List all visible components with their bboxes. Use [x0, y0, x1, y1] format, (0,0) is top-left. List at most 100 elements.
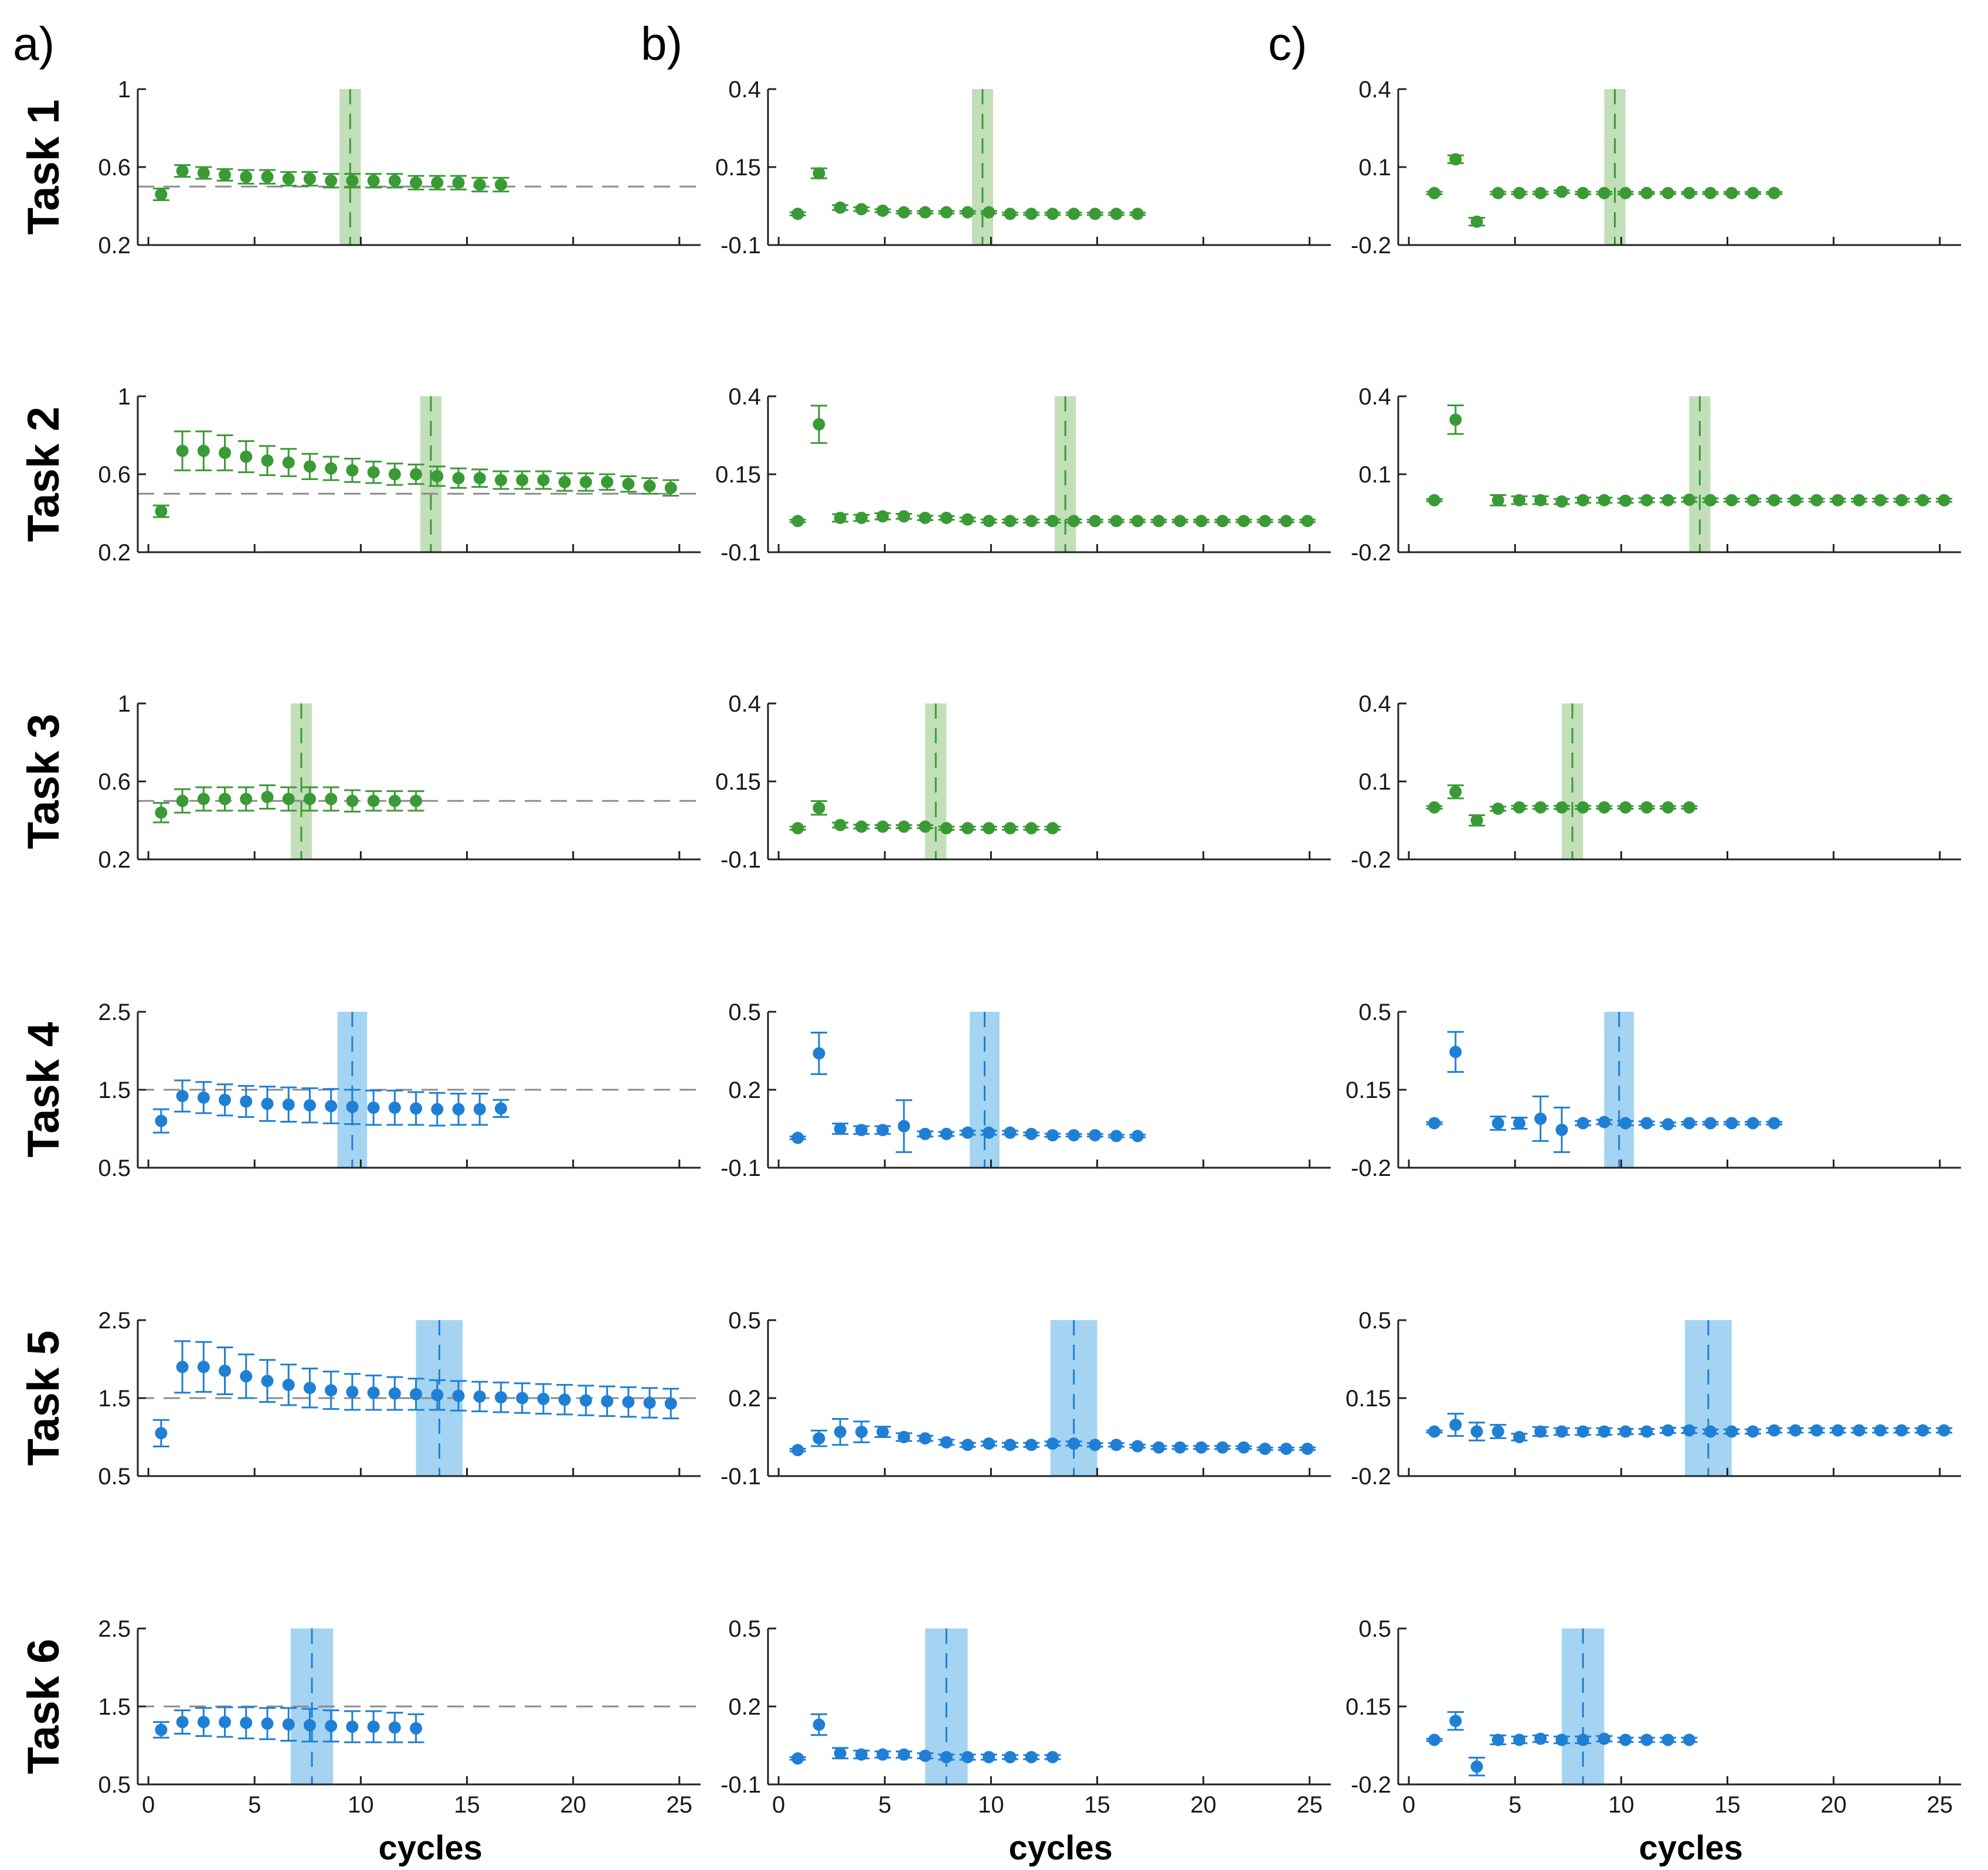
data-point — [853, 1748, 870, 1761]
data-point — [195, 1707, 212, 1738]
panel-task4-a: 0.5 1.5 2.5 — [98, 999, 701, 1181]
data-point — [789, 822, 806, 835]
data-point — [1872, 494, 1889, 506]
marker — [1598, 1732, 1610, 1745]
marker — [1449, 413, 1462, 426]
panel-task2-b: -0.1 0.15 0.4 — [715, 384, 1331, 566]
marker — [898, 1120, 910, 1133]
data-point — [810, 1713, 827, 1736]
marker — [1513, 1733, 1525, 1746]
marker — [1301, 1442, 1314, 1455]
marker — [1938, 1424, 1950, 1437]
marker — [452, 1103, 465, 1116]
data-point — [1638, 801, 1655, 814]
marker — [1640, 186, 1653, 199]
data-point — [492, 176, 509, 193]
marker — [367, 1386, 380, 1399]
marker — [664, 1397, 677, 1410]
data-point — [365, 1089, 382, 1126]
x-tick-label: 5 — [1508, 1792, 1521, 1818]
data-point — [832, 1747, 849, 1760]
data-point — [1447, 784, 1464, 800]
marker — [1598, 494, 1610, 506]
marker — [346, 174, 359, 187]
marker — [855, 203, 868, 216]
data-point — [1299, 515, 1316, 528]
data-point — [895, 206, 912, 219]
marker — [1174, 1441, 1187, 1454]
marker — [240, 1370, 253, 1383]
data-point — [1469, 1756, 1486, 1777]
marker — [983, 206, 995, 219]
marker — [1237, 1441, 1250, 1454]
marker — [1004, 1750, 1017, 1763]
marker — [1280, 1442, 1293, 1455]
marker — [1555, 1733, 1568, 1746]
marker — [1046, 1129, 1059, 1142]
marker — [1725, 494, 1738, 506]
data-point — [1001, 1439, 1018, 1451]
marker — [983, 1126, 995, 1139]
y-tick-label: 0.5 — [98, 1772, 131, 1798]
y-tick-label: 0.15 — [1345, 1077, 1391, 1103]
marker — [176, 444, 189, 457]
marker — [1470, 1760, 1483, 1773]
data-point — [492, 1381, 509, 1413]
marker — [325, 1384, 338, 1397]
marker — [240, 450, 253, 463]
marker — [1895, 494, 1908, 506]
marker — [1555, 1123, 1568, 1136]
marker — [940, 1436, 953, 1449]
data-point — [959, 206, 976, 219]
marker — [1004, 208, 1017, 220]
marker — [197, 1091, 210, 1104]
marker — [367, 794, 380, 807]
marker — [516, 474, 529, 487]
data-point — [152, 1419, 169, 1447]
y-tick-label: 0.5 — [728, 1308, 761, 1334]
marker — [855, 1124, 868, 1137]
marker — [1470, 1425, 1483, 1438]
marker — [664, 481, 677, 494]
x-tick-label: 25 — [1297, 1792, 1323, 1818]
data-point — [237, 1706, 254, 1740]
marker — [1449, 786, 1462, 798]
y-tick-label: 0.15 — [1345, 1386, 1391, 1412]
marker — [155, 1723, 168, 1736]
y-tick-label: 2.5 — [98, 1616, 131, 1642]
marker — [1428, 186, 1441, 199]
data-point — [853, 1420, 870, 1443]
marker — [961, 1439, 974, 1451]
data-point — [429, 465, 446, 487]
marker — [1619, 1425, 1632, 1438]
data-point — [1532, 494, 1549, 506]
marker — [1619, 801, 1632, 814]
marker — [1810, 494, 1823, 506]
data-point — [195, 166, 212, 180]
data-point — [301, 786, 318, 812]
y-tick-label: 0.6 — [98, 769, 131, 795]
x-tick-label: 10 — [1608, 1792, 1634, 1818]
data-point — [1808, 1424, 1825, 1437]
y-tick-label: 0.5 — [1358, 1308, 1391, 1334]
marker — [961, 513, 974, 526]
data-point — [1086, 515, 1103, 528]
data-point — [280, 171, 297, 187]
data-point — [1575, 801, 1592, 814]
data-point — [1044, 515, 1061, 528]
data-point — [322, 173, 339, 189]
data-point — [1235, 515, 1252, 528]
marker — [452, 176, 465, 189]
marker — [1470, 215, 1483, 228]
y-tick-label: 0.5 — [728, 1616, 761, 1642]
marker — [1110, 1439, 1123, 1451]
data-point — [1023, 822, 1040, 835]
y-tick-label: 0.5 — [728, 999, 761, 1025]
data-point — [1065, 515, 1082, 528]
data-point — [1023, 208, 1040, 220]
data-point — [1490, 494, 1507, 506]
data-point — [322, 1709, 339, 1743]
marker — [261, 1375, 274, 1388]
data-point — [895, 1748, 912, 1761]
